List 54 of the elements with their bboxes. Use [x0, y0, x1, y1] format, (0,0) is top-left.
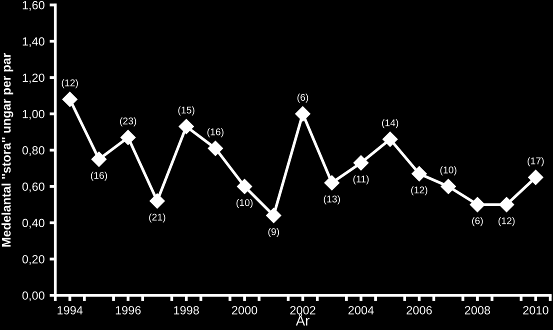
- annotation: (13): [324, 195, 340, 204]
- point: [178, 118, 194, 134]
- x-tick-label: 2004: [348, 306, 374, 314]
- point: [498, 197, 514, 212]
- x-tick-label: 2002: [290, 306, 316, 314]
- x-tick-label: 1996: [116, 306, 141, 314]
- point: [91, 152, 107, 167]
- annotation: (16): [90, 172, 108, 181]
- x-tick-label: 1994: [58, 306, 83, 314]
- annotation: (12): [62, 79, 78, 88]
- annotation: (10): [440, 166, 456, 176]
- point: [412, 166, 427, 182]
- y-tick-label: 1,20: [22, 74, 44, 84]
- y-tick-label: 0,40: [22, 218, 44, 229]
- y-tick-label: 0,20: [22, 255, 44, 265]
- point: [150, 193, 165, 209]
- annotation: (12): [498, 217, 515, 226]
- annotation: (16): [207, 128, 224, 138]
- annotation: (6): [472, 217, 483, 226]
- x-tick-label: 2010: [523, 306, 548, 314]
- y-tick-label: 1,00: [22, 110, 44, 120]
- annotation: (11): [353, 175, 369, 184]
- point: [208, 140, 223, 156]
- y-axis-title: Medelantal ''stora'' ungar per par: [2, 53, 14, 247]
- y-tick-label: 0,80: [22, 146, 44, 156]
- x-tick-label: 1998: [174, 306, 199, 314]
- annotation: (12): [411, 186, 428, 196]
- annotation: (14): [382, 119, 398, 128]
- point: [120, 130, 136, 146]
- y-tick-label: 0,00: [22, 291, 44, 302]
- x-tick-label: 2006: [406, 306, 432, 314]
- annotation: (9): [268, 228, 279, 238]
- annotation: (6): [297, 94, 308, 103]
- annotation: (23): [120, 117, 136, 126]
- point: [382, 132, 398, 147]
- point: [470, 197, 486, 212]
- point: [440, 178, 456, 194]
- annotation: (17): [528, 157, 544, 166]
- point: [324, 175, 340, 190]
- point: [353, 155, 369, 170]
- point: [528, 170, 544, 185]
- point: [62, 92, 78, 107]
- annotation: (21): [149, 213, 166, 223]
- annotation: (15): [178, 106, 194, 116]
- annotation: (10): [236, 198, 253, 208]
- y-tick-label: 1,60: [22, 0, 44, 11]
- x-tick-label: 2008: [464, 306, 490, 314]
- x-axis-title: År: [296, 313, 310, 326]
- x-tick-label: 2000: [232, 306, 258, 314]
- y-tick-label: 1,40: [22, 37, 44, 48]
- point: [295, 106, 310, 122]
- y-tick-label: 0,60: [22, 182, 44, 192]
- point: [266, 208, 282, 224]
- point: [236, 178, 252, 194]
